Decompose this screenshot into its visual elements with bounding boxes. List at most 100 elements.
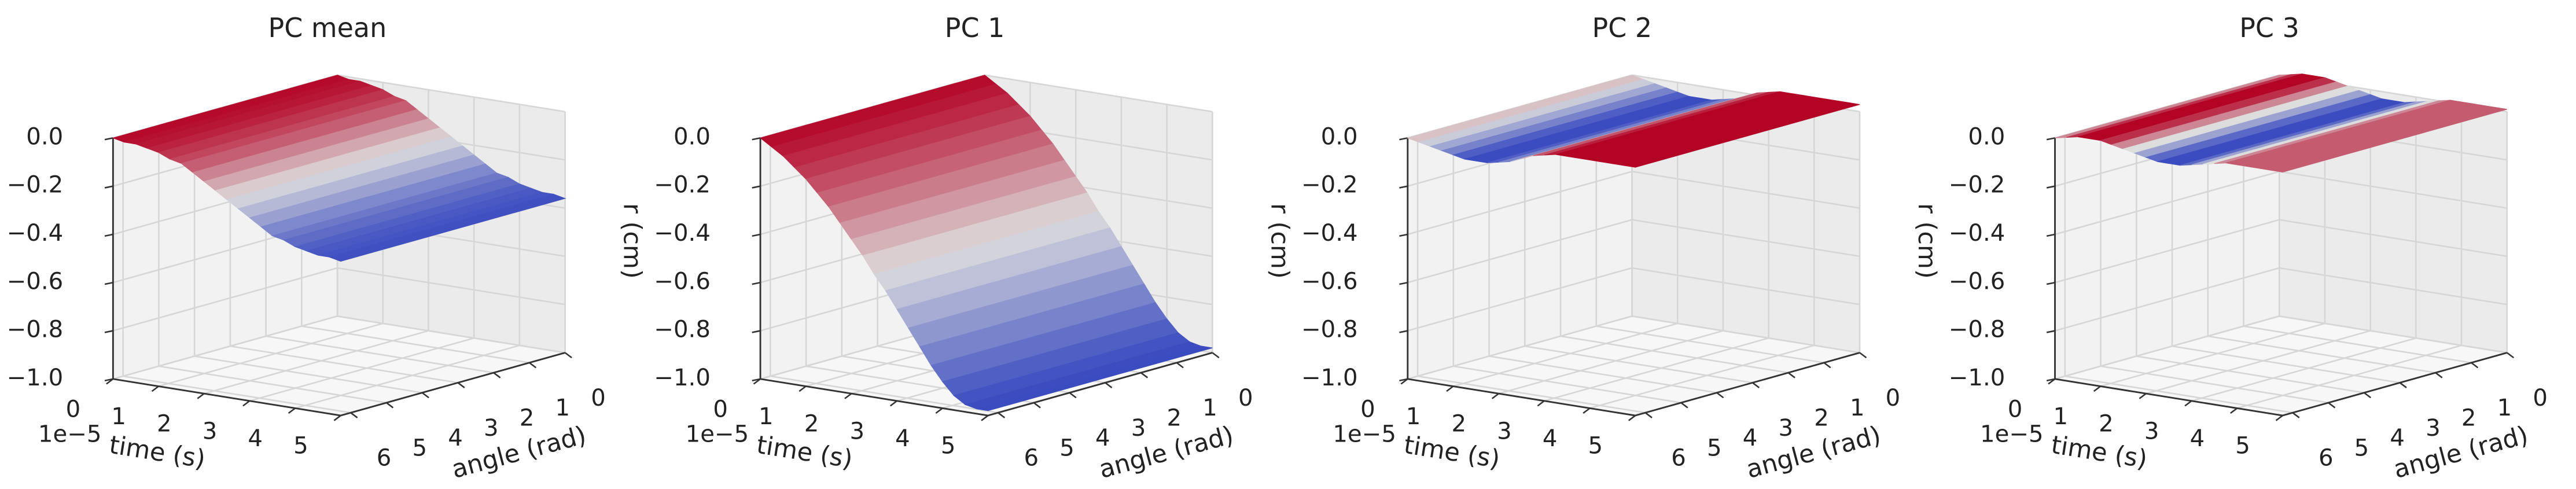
z-tick-label: −0.4 [1949,220,2005,247]
tick-mark [104,233,113,237]
z-tick-label: 0.0 [1321,123,1358,150]
x-tick-label: 1 [2053,403,2068,430]
tick-mark [2046,330,2055,333]
tick-mark [2139,393,2147,399]
grid-line [1407,219,1632,284]
x-offset-label: 1e−5 [1333,421,1396,448]
x-tick-label: 4 [248,425,263,452]
tick-mark [2435,372,2443,378]
tick-mark [197,393,205,399]
x-tick-label: 1 [111,403,126,430]
tick-mark [104,185,113,189]
y-tick-label: 5 [2354,435,2369,461]
grid-line [337,267,565,306]
y-tick-label: 0 [1238,385,1253,411]
tick-mark [2364,392,2372,399]
x-tick-label: 0 [2008,396,2023,422]
tick-mark [1491,393,1499,399]
axis-line [1407,378,1636,417]
x-tick-label: 4 [895,425,910,452]
surface-patch [2271,107,2507,173]
y-tick-label: 1 [555,395,570,421]
grid-line [984,74,1213,113]
grid-line [1560,335,1789,374]
z-tick-label: −0.8 [654,317,711,343]
y-tick-label: 2 [1166,405,1182,431]
y-tick-label: 1 [1202,395,1217,421]
axis-line [1635,352,1860,417]
z-tick-label: −0.8 [1949,317,2005,343]
x-tick-label: 1 [1406,403,1421,430]
tick-mark [753,378,761,385]
y-tick-label: 3 [1131,415,1146,442]
grid-line [2279,315,2507,354]
tick-mark [1399,185,1408,189]
pane [113,316,565,416]
tick-mark [242,400,251,407]
tick-mark [2046,282,2055,285]
tick-mark [2506,352,2515,359]
z-axis-label: r (cm) [618,203,647,279]
x-tick-label: 2 [804,411,819,437]
tick-mark [104,137,113,141]
grid-line [1632,171,1860,209]
grid-line [1632,315,1860,354]
grid-line [159,365,387,404]
axis-line [988,352,1213,417]
chart-title: PC 2 [1592,12,1653,43]
pane [2055,316,2507,416]
tick-mark [752,282,761,285]
grid-line [266,335,494,374]
y-tick-label: 6 [377,445,392,472]
y-tick-label: 3 [2426,415,2441,442]
axis-line [340,352,565,417]
tick-mark [1859,352,1867,359]
y-tick-label: 4 [2390,425,2405,451]
grid-line [1632,219,1860,258]
y-tick-label: 1 [1850,395,1865,421]
grid-line [113,315,338,380]
tick-mark [2046,185,2055,189]
z-tick-label: −0.8 [1301,317,1358,343]
y-tick-label: 4 [1095,425,1110,451]
tick-mark [2093,385,2101,392]
tick-mark [752,137,761,141]
grid-line [1632,267,1860,306]
y-tick-label: 2 [2461,405,2476,431]
y-tick-label: 5 [413,435,428,461]
y-tick-label: 0 [1886,385,1901,411]
y-tick-label: 0 [591,385,606,411]
grid-line [2055,171,2280,236]
grid-line [337,74,565,113]
grid-line [123,375,351,414]
tick-mark [889,400,897,407]
x-tick-label: 5 [2235,433,2250,459]
y-tick-label: 6 [1024,445,1039,472]
grid-line [1407,267,1632,332]
tick-mark [2046,233,2055,237]
z-tick-label: −0.2 [1301,172,1358,198]
x-tick-label: 3 [849,418,864,444]
grid-line [2100,365,2329,404]
tick-mark [1644,412,1653,418]
z-tick-label: −0.2 [7,172,64,198]
y-tick-label: 5 [1707,435,1722,461]
x-tick-label: 0 [66,396,81,422]
tick-mark [457,382,465,388]
tick-mark [1752,382,1760,388]
tick-mark [2328,402,2336,409]
tick-mark [844,393,852,399]
tick-mark [2471,362,2479,369]
x-tick-label: 0 [1360,396,1375,422]
tick-mark [1399,233,1408,237]
grid-line [2207,335,2436,374]
tick-mark [1399,137,1408,141]
z-tick-label: 0.0 [26,123,63,150]
x-tick-label: 2 [1451,411,1466,437]
tick-mark [752,233,761,237]
tick-mark [564,352,572,359]
